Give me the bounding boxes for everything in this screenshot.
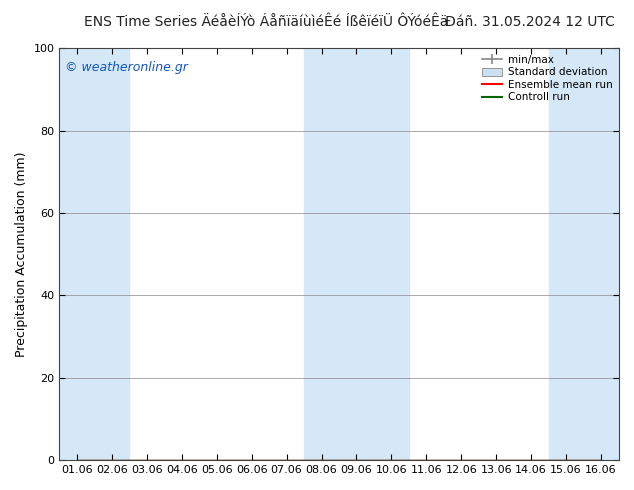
Legend: min/max, Standard deviation, Ensemble mean run, Controll run: min/max, Standard deviation, Ensemble me… [479,51,616,105]
Text: Ðáñ. 31.05.2024 12 UTC: Ðáñ. 31.05.2024 12 UTC [445,15,615,29]
Text: ENS Time Series ÄéåèÍÝò ÁåñïäíùìéÊé ÍßêïéïÜ ÔÝóéÊä: ENS Time Series ÄéåèÍÝò ÁåñïäíùìéÊé Íßêï… [84,15,448,29]
Y-axis label: Precipitation Accumulation (mm): Precipitation Accumulation (mm) [15,151,28,357]
Bar [548,49,619,460]
Bar [60,49,129,460]
Bar [304,49,409,460]
Text: © weatheronline.gr: © weatheronline.gr [65,61,188,74]
